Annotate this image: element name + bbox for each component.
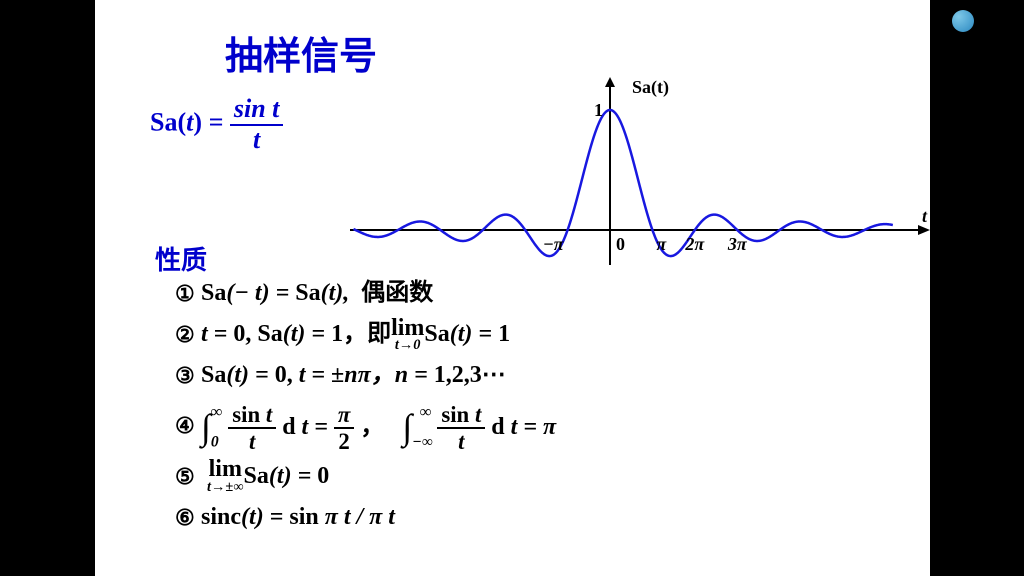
slide: 抽样信号 Sa(t) = sin t t Sa(t)1t−π0π2π3π 性质 … bbox=[95, 0, 930, 576]
eq-sign: = bbox=[209, 108, 224, 137]
svg-text:0: 0 bbox=[616, 234, 625, 254]
slide-title: 抽样信号 bbox=[225, 25, 377, 80]
svg-text:1: 1 bbox=[594, 100, 603, 120]
sa-label: Sa bbox=[150, 108, 177, 137]
svg-text:−π: −π bbox=[543, 234, 565, 254]
prop-6-num: ⑥ bbox=[175, 501, 201, 535]
prop-2-num: ② bbox=[175, 318, 201, 352]
properties-list: ① Sa(− t) = Sa(t), 偶函数 ② t = 0, Sa(t) = … bbox=[175, 275, 556, 540]
prop-6: ⑥ sinc(t) = sin π t / π t bbox=[175, 499, 556, 536]
main-formula: Sa(t) = sin t t bbox=[150, 95, 283, 154]
svg-text:t: t bbox=[922, 206, 928, 226]
prop-4: ④ ∫0∞ sin t t d t = π 2 ， ∫−∞∞ sin t t bbox=[175, 399, 556, 454]
logo-badge bbox=[952, 10, 974, 32]
svg-text:3π: 3π bbox=[727, 234, 748, 254]
prop-5-num: ⑤ bbox=[175, 460, 201, 494]
frac-num: sin t bbox=[230, 95, 284, 126]
frac-den: t bbox=[230, 126, 284, 155]
prop-2-limsub: t→0 bbox=[391, 339, 424, 352]
prop-2-ji: 即 bbox=[367, 316, 391, 353]
prop-5: ⑤ lim t→±∞ Sa(t) = 0 bbox=[175, 458, 556, 495]
p4-hi1: ∞ bbox=[210, 402, 222, 421]
p4-hi2: ∞ bbox=[419, 402, 431, 421]
prop-3: ③ Sa(t) = 0, t = ±nπ，n = 1,2,3⋯ bbox=[175, 357, 556, 394]
p4-lo1: 0 bbox=[211, 433, 219, 450]
prop-1-num: ① bbox=[175, 277, 201, 311]
svg-text:Sa(t): Sa(t) bbox=[632, 77, 669, 98]
prop-5-lim: lim bbox=[207, 459, 244, 481]
prop-1: ① Sa(− t) = Sa(t), 偶函数 bbox=[175, 275, 556, 312]
prop-2: ② t = 0, Sa(t) = 1， 即 lim t→0 Sa(t) = 1 bbox=[175, 316, 556, 353]
prop-2-lim: lim bbox=[391, 318, 424, 340]
prop-3-num: ③ bbox=[175, 359, 201, 393]
properties-heading: 性质 bbox=[155, 240, 207, 277]
svg-text:π: π bbox=[656, 234, 667, 254]
sa-arg: t bbox=[186, 108, 193, 137]
sinc-chart: Sa(t) 1 t −π 0 π 2π 3π bbox=[350, 75, 930, 270]
p4-lo2: −∞ bbox=[412, 433, 433, 450]
prop-5-limsub: t→±∞ bbox=[207, 481, 244, 494]
prop-4-num: ④ bbox=[175, 409, 201, 443]
svg-text:2π: 2π bbox=[684, 234, 705, 254]
prop-1-desc: 偶函数 bbox=[361, 275, 433, 312]
